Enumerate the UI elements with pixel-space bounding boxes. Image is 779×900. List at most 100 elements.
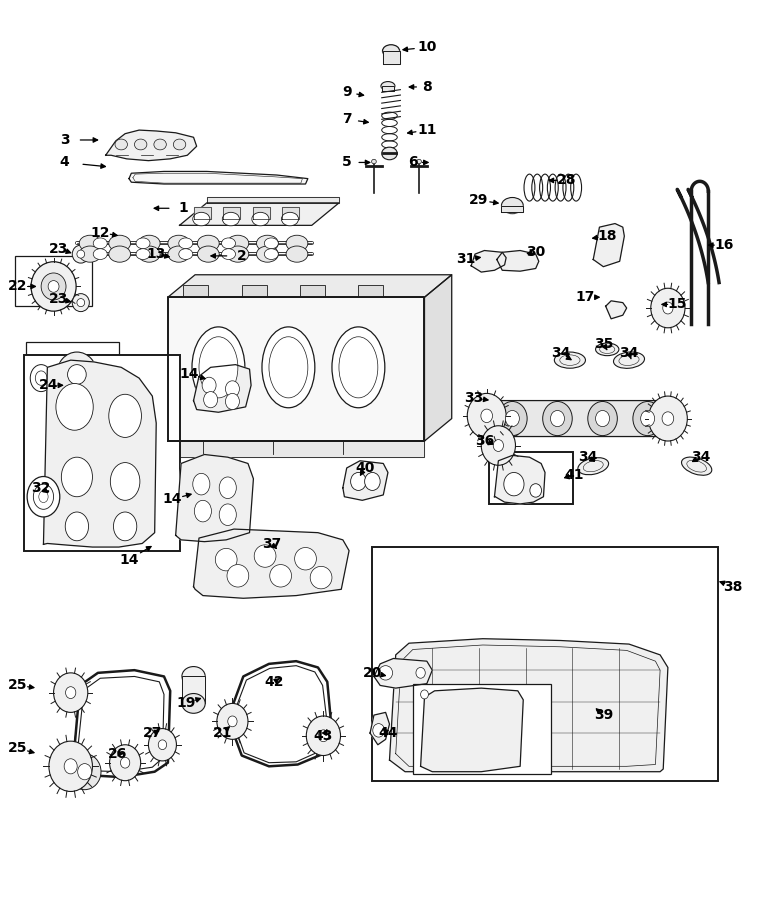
- Ellipse shape: [648, 396, 687, 441]
- Ellipse shape: [382, 45, 400, 58]
- Ellipse shape: [178, 248, 192, 259]
- Ellipse shape: [372, 159, 376, 164]
- Bar: [300, 284, 325, 297]
- Ellipse shape: [72, 293, 90, 311]
- Ellipse shape: [256, 246, 278, 262]
- Text: 6: 6: [408, 156, 418, 169]
- Ellipse shape: [68, 364, 86, 384]
- Polygon shape: [382, 86, 394, 91]
- Ellipse shape: [502, 197, 523, 213]
- Bar: [358, 284, 383, 297]
- Ellipse shape: [41, 273, 66, 300]
- Text: 34: 34: [578, 450, 597, 464]
- Polygon shape: [182, 677, 205, 704]
- Ellipse shape: [79, 246, 101, 262]
- Text: 35: 35: [594, 337, 613, 351]
- Text: 5: 5: [342, 156, 351, 169]
- Ellipse shape: [158, 740, 167, 750]
- Ellipse shape: [78, 763, 92, 779]
- Ellipse shape: [182, 667, 205, 687]
- Polygon shape: [168, 297, 425, 441]
- Ellipse shape: [149, 729, 176, 760]
- Ellipse shape: [199, 337, 238, 398]
- Text: 1: 1: [178, 202, 189, 215]
- Ellipse shape: [27, 476, 60, 517]
- Ellipse shape: [416, 668, 425, 679]
- Ellipse shape: [56, 383, 93, 430]
- Ellipse shape: [197, 235, 219, 251]
- Text: 43: 43: [314, 729, 333, 742]
- Ellipse shape: [421, 690, 428, 699]
- Text: 18: 18: [597, 230, 617, 243]
- Ellipse shape: [69, 753, 101, 789]
- Polygon shape: [502, 205, 523, 212]
- Ellipse shape: [467, 393, 506, 438]
- Ellipse shape: [498, 401, 527, 436]
- Ellipse shape: [588, 401, 617, 436]
- Ellipse shape: [115, 140, 128, 150]
- Ellipse shape: [481, 426, 516, 465]
- Ellipse shape: [33, 484, 54, 509]
- Ellipse shape: [319, 730, 329, 742]
- Ellipse shape: [77, 250, 85, 258]
- Ellipse shape: [264, 248, 278, 259]
- Ellipse shape: [227, 716, 237, 727]
- Ellipse shape: [543, 401, 573, 436]
- Polygon shape: [374, 659, 432, 688]
- Ellipse shape: [506, 410, 520, 427]
- Text: 28: 28: [557, 174, 576, 187]
- Text: 14: 14: [119, 553, 139, 567]
- Text: 14: 14: [179, 366, 199, 381]
- Text: 44: 44: [378, 726, 398, 740]
- Text: 11: 11: [417, 123, 436, 137]
- Text: 20: 20: [363, 666, 382, 680]
- Polygon shape: [193, 207, 210, 219]
- Ellipse shape: [264, 238, 278, 248]
- Ellipse shape: [192, 212, 210, 226]
- Ellipse shape: [139, 235, 160, 251]
- Polygon shape: [282, 207, 299, 219]
- Ellipse shape: [64, 759, 77, 774]
- Bar: [241, 284, 266, 297]
- Text: 10: 10: [417, 40, 436, 54]
- Ellipse shape: [114, 512, 137, 541]
- Ellipse shape: [221, 248, 235, 259]
- Ellipse shape: [57, 352, 97, 397]
- Text: 16: 16: [714, 238, 734, 252]
- Text: 40: 40: [355, 461, 374, 475]
- Ellipse shape: [281, 212, 298, 226]
- Polygon shape: [129, 171, 308, 184]
- Ellipse shape: [182, 694, 205, 714]
- Text: 41: 41: [565, 468, 584, 482]
- Polygon shape: [594, 223, 624, 266]
- Ellipse shape: [650, 288, 685, 328]
- Ellipse shape: [254, 544, 276, 567]
- Text: 7: 7: [342, 112, 351, 126]
- Polygon shape: [193, 364, 251, 412]
- Polygon shape: [421, 688, 523, 771]
- Polygon shape: [252, 207, 270, 219]
- Polygon shape: [497, 250, 539, 271]
- Ellipse shape: [262, 327, 315, 408]
- Polygon shape: [206, 196, 339, 202]
- Ellipse shape: [596, 410, 609, 427]
- Ellipse shape: [217, 704, 248, 740]
- Ellipse shape: [221, 238, 235, 248]
- Polygon shape: [106, 130, 196, 160]
- Ellipse shape: [215, 548, 237, 571]
- Ellipse shape: [203, 392, 217, 408]
- Text: 4: 4: [59, 156, 69, 169]
- Ellipse shape: [110, 744, 141, 780]
- Ellipse shape: [227, 246, 249, 262]
- Ellipse shape: [79, 235, 101, 251]
- Ellipse shape: [310, 566, 332, 589]
- Ellipse shape: [225, 381, 239, 397]
- Ellipse shape: [286, 246, 308, 262]
- Ellipse shape: [65, 687, 76, 698]
- Ellipse shape: [154, 140, 167, 150]
- Ellipse shape: [39, 491, 48, 502]
- Polygon shape: [193, 529, 349, 598]
- Ellipse shape: [168, 246, 189, 262]
- Ellipse shape: [286, 235, 308, 251]
- Ellipse shape: [381, 82, 395, 91]
